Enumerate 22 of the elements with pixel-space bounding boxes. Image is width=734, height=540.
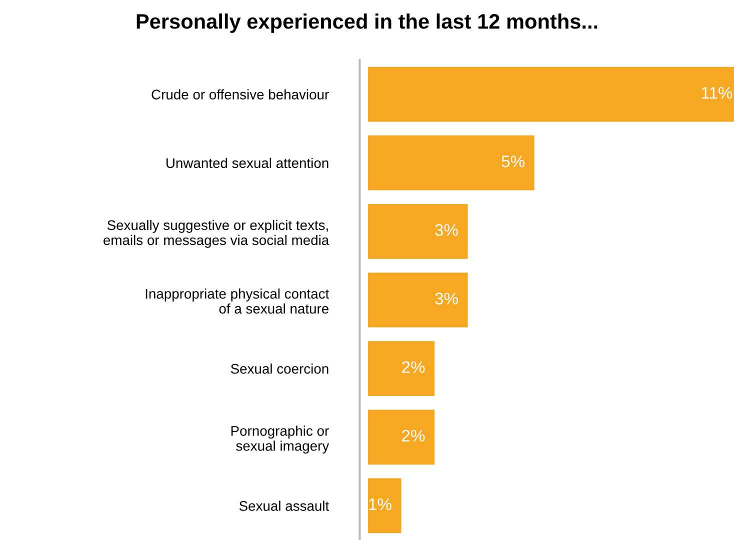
y-tick-label: Pornographic or sexual imagery	[231, 426, 330, 454]
bar	[368, 204, 468, 259]
y-tick-label: Inappropriate physical contact of a sexual nature	[146, 288, 330, 314]
data-label: 2%	[402, 430, 425, 442]
bar	[368, 478, 402, 534]
bar	[368, 66, 734, 122]
data-label: 5%	[502, 156, 525, 168]
y-tick-label: Crude or offensive behaviour	[152, 89, 329, 100]
bar	[368, 135, 534, 190]
data-label: 3%	[435, 292, 458, 304]
bar	[368, 341, 435, 396]
y-tick-label: Sexual coercion	[230, 364, 328, 374]
data-label: 3%	[435, 224, 458, 236]
data-label: 2%	[402, 361, 425, 373]
bar	[368, 410, 435, 465]
y-tick-label: Sexual assault	[239, 500, 330, 511]
y-tick-label: Unwanted sexual attention	[166, 158, 328, 168]
chart-title: Personally experienced in the last 12 months...	[136, 14, 598, 33]
y-tick-label: Sexually suggestive or explicit texts, emails or messages via social media	[104, 220, 330, 248]
bar	[368, 272, 468, 328]
data-label: 11%	[702, 87, 732, 99]
data-label: 1%	[369, 498, 392, 510]
